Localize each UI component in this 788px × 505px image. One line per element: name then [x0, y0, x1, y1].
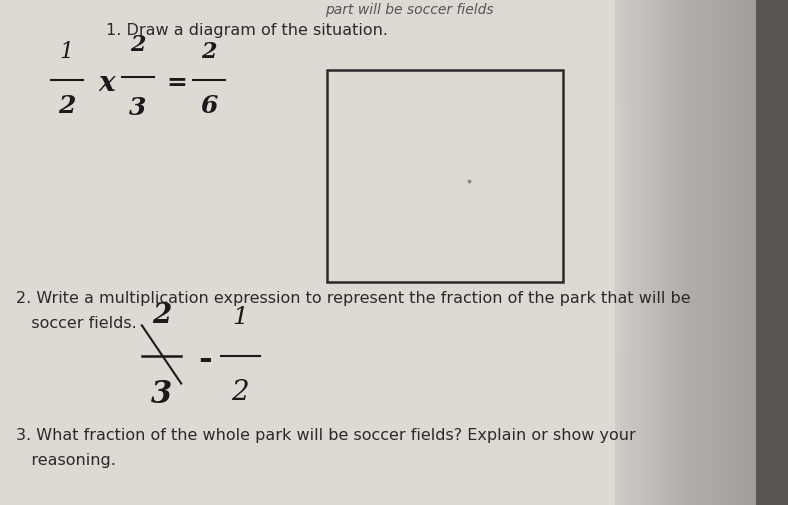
Text: 1: 1 [232, 306, 248, 328]
Bar [616, 101, 618, 354]
Bar [623, 0, 627, 505]
Text: part will be soccer fields: part will be soccer fields [325, 3, 494, 17]
Bar [649, 0, 653, 505]
Bar [617, 101, 619, 354]
Text: 6: 6 [200, 93, 217, 117]
Bar [619, 0, 623, 505]
Bar [636, 101, 637, 354]
Bar [636, 0, 641, 505]
Bar [623, 101, 624, 354]
Bar [671, 0, 675, 505]
Bar [679, 0, 684, 505]
Bar [766, 0, 771, 505]
Bar [684, 0, 689, 505]
Bar [753, 0, 758, 505]
Text: 3. What fraction of the whole park will be soccer fields? Explain or show your: 3. What fraction of the whole park will … [16, 427, 635, 442]
Bar [631, 101, 633, 354]
Text: 2: 2 [152, 301, 171, 328]
Bar [626, 101, 627, 354]
Bar [706, 0, 710, 505]
Bar [662, 0, 667, 505]
Bar [697, 0, 701, 505]
Bar [653, 0, 658, 505]
Bar [723, 0, 727, 505]
Text: 2: 2 [232, 379, 249, 406]
Bar [710, 0, 715, 505]
Bar [620, 101, 622, 354]
Bar [783, 0, 788, 505]
Bar [327, 71, 563, 283]
Bar [634, 101, 635, 354]
Bar [618, 101, 619, 354]
Text: 2: 2 [201, 41, 217, 63]
Bar [615, 101, 616, 354]
Text: 2: 2 [58, 93, 76, 117]
Bar [727, 0, 731, 505]
Bar [749, 0, 753, 505]
Bar [675, 0, 679, 505]
Bar [771, 0, 775, 505]
Bar [645, 0, 649, 505]
Bar [629, 101, 630, 354]
Text: =: = [167, 71, 188, 95]
Bar [637, 101, 638, 354]
Bar [615, 0, 619, 505]
Text: x: x [98, 70, 114, 97]
Text: 2: 2 [130, 34, 146, 56]
Text: 1: 1 [60, 41, 74, 63]
Bar [736, 0, 741, 505]
Bar [658, 0, 662, 505]
Bar [627, 0, 632, 505]
Bar [630, 101, 631, 354]
Bar [719, 0, 723, 505]
Text: 1. Draw a diagram of the situation.: 1. Draw a diagram of the situation. [106, 23, 388, 38]
Bar [667, 0, 671, 505]
Bar [745, 0, 749, 505]
Bar [632, 101, 634, 354]
Bar [626, 101, 628, 354]
Text: 3: 3 [151, 379, 172, 410]
Bar [622, 101, 623, 354]
Bar [758, 0, 762, 505]
Text: -: - [198, 342, 212, 375]
Bar [741, 0, 745, 505]
Bar [693, 0, 697, 505]
Bar [624, 101, 626, 354]
Bar [731, 0, 736, 505]
Text: reasoning.: reasoning. [16, 452, 116, 467]
Text: soccer fields.: soccer fields. [16, 316, 136, 331]
Bar [627, 101, 629, 354]
Bar [641, 0, 645, 505]
Text: 3: 3 [129, 96, 147, 120]
Bar [762, 0, 766, 505]
Bar [779, 0, 783, 505]
Bar [635, 101, 637, 354]
Bar [701, 0, 706, 505]
Bar [775, 0, 779, 505]
Bar [619, 101, 621, 354]
Bar [756, 0, 788, 505]
Bar [715, 0, 719, 505]
Bar [689, 0, 693, 505]
Bar [632, 0, 636, 505]
Text: 2. Write a multiplication expression to represent the fraction of the park that : 2. Write a multiplication expression to … [16, 290, 690, 306]
